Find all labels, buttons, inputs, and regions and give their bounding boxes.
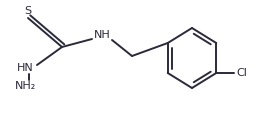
Text: HN: HN [17,63,34,73]
Text: Cl: Cl [236,68,247,78]
Text: S: S [24,6,32,16]
Text: NH₂: NH₂ [14,81,36,91]
Text: NH: NH [94,30,110,40]
